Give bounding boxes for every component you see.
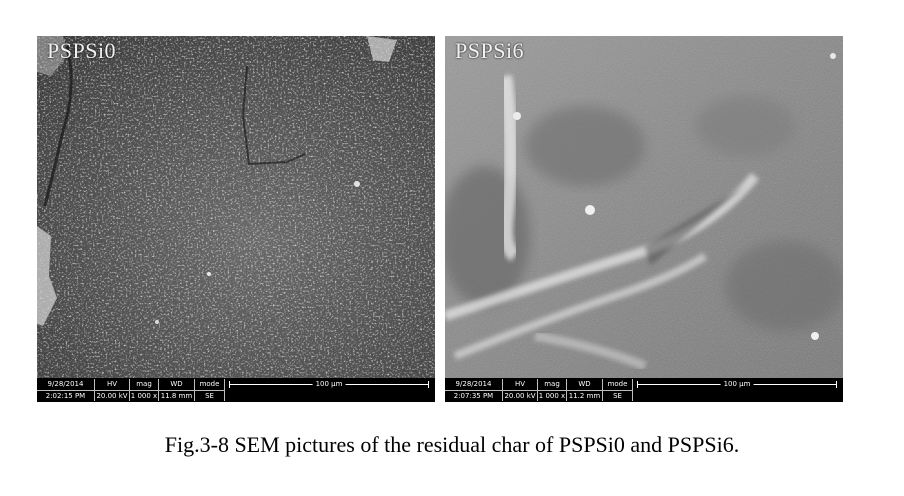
- scale-bar-label: 100 µm: [312, 379, 346, 390]
- hv-cell: HV 20.00 kV: [95, 379, 130, 401]
- mode-cell: mode SE: [603, 379, 633, 401]
- sem-micrograph-rough-surface: PSPSi0: [37, 36, 435, 378]
- scale-bar-tick: [229, 381, 230, 388]
- date-time-cell: 9/28/2014 2:07:35 PM: [445, 379, 503, 401]
- mag-cell: mag 1 000 x: [538, 379, 567, 401]
- mode-header: mode: [199, 380, 220, 388]
- wd-cell: WD 11.2 mm: [567, 379, 603, 401]
- hv-header: HV: [106, 380, 118, 388]
- mode-value: SE: [603, 390, 632, 402]
- mag-header: mag: [544, 380, 560, 388]
- scale-bar-tick: [637, 381, 638, 388]
- date-text: 9/28/2014: [47, 380, 84, 388]
- time-text: 2:02:15 PM: [37, 390, 94, 402]
- mag-value: 1 000 x: [130, 390, 158, 400]
- scale-bar-tick: [836, 381, 837, 388]
- hv-cell: HV 20.00 kV: [503, 379, 538, 401]
- hv-value: 20.00 kV: [503, 390, 537, 400]
- mag-cell: mag 1 000 x: [130, 379, 159, 401]
- hv-value: 20.00 kV: [95, 390, 129, 400]
- mode-value: SE: [195, 390, 224, 402]
- time-text: 2:07:35 PM: [445, 390, 502, 402]
- wd-header: WD: [170, 380, 183, 388]
- scale-bar: 100 µm: [229, 379, 429, 390]
- mode-header: mode: [607, 380, 628, 388]
- panel-label: PSPSi6: [455, 38, 525, 63]
- mag-header: mag: [136, 380, 152, 388]
- scale-bar-tick: [428, 381, 429, 388]
- figure-caption: Fig.3-8 SEM pictures of the residual cha…: [164, 432, 740, 457]
- scale-bar-label: 100 µm: [720, 379, 754, 390]
- sem-databar: 9/28/2014 2:02:15 PM HV 20.00 kV mag 1 0…: [37, 378, 435, 402]
- scale-bar: 100 µm: [637, 379, 837, 390]
- wd-cell: WD 11.8 mm: [159, 379, 195, 401]
- sem-panel-pspsi6: PSPSi6 9/28/2014 2:07:35 PM HV 20.00 kV …: [445, 36, 843, 402]
- wd-value: 11.8 mm: [159, 390, 194, 400]
- sem-databar: 9/28/2014 2:07:35 PM HV 20.00 kV mag 1 0…: [445, 378, 843, 402]
- sem-panel-pspsi0: PSPSi0 9/28/2014 2:02:15 PM HV 20.00 kV …: [37, 36, 435, 402]
- sem-micrograph-smooth-surface: PSPSi6: [445, 36, 843, 378]
- mag-value: 1 000 x: [538, 390, 566, 400]
- wd-header: WD: [578, 380, 591, 388]
- wd-value: 11.2 mm: [567, 390, 602, 400]
- hv-header: HV: [514, 380, 526, 388]
- mode-cell: mode SE: [195, 379, 225, 401]
- date-time-cell: 9/28/2014 2:02:15 PM: [37, 379, 95, 401]
- panel-label: PSPSi0: [47, 38, 117, 63]
- date-text: 9/28/2014: [455, 380, 492, 388]
